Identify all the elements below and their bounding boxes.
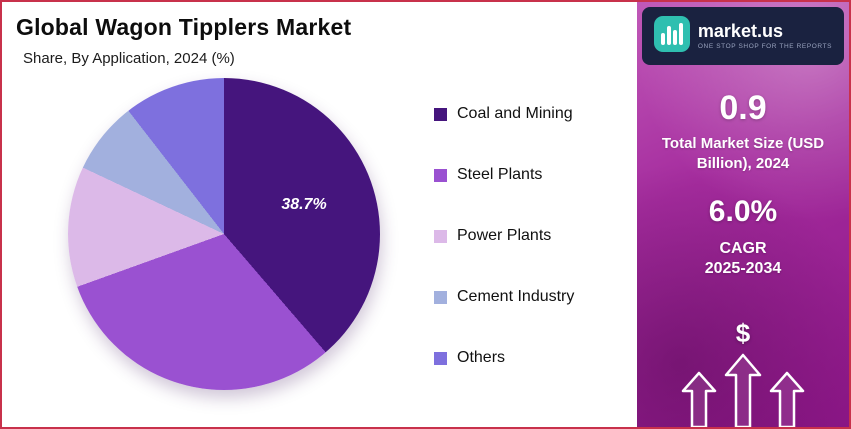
growth-graphic: $ (637, 318, 849, 427)
legend-item: Steel Plants (434, 165, 574, 185)
legend-swatch (434, 290, 447, 304)
legend-label: Coal and Mining (457, 105, 573, 122)
sidebar: market.us ONE STOP SHOP FOR THE REPORTS … (637, 2, 849, 427)
legend-label: Power Plants (457, 227, 552, 244)
cagr-label: CAGR (719, 240, 767, 257)
legend-item: Coal and Mining (434, 104, 574, 124)
dollar-icon: $ (735, 318, 751, 348)
marketus-logo-icon (653, 15, 690, 57)
pie-data-label: 38.7% (281, 196, 327, 213)
market-size-value: 0.9 (719, 89, 767, 127)
brand-logo: market.us ONE STOP SHOP FOR THE REPORTS (642, 7, 844, 65)
pie-chart (68, 78, 380, 390)
brand-name: market.us (697, 21, 783, 42)
chart-legend: Coal and Mining Steel Plants Power Plants C… (434, 104, 574, 368)
legend-item: Power Plants (434, 226, 574, 246)
cagr-stat: 6.0% CAGR 2025-2034 (705, 195, 782, 279)
legend-item: Others (434, 348, 574, 368)
chart-subtitle: Share, By Application, 2024 (%) (23, 50, 235, 67)
legend-swatch (434, 168, 447, 182)
legend-label: Others (457, 349, 506, 366)
up-arrows-icon (681, 353, 805, 427)
cagr-period: 2025-2034 (704, 260, 782, 277)
legend-item: Cement Industry (434, 287, 574, 307)
market-size-stat: 0.9 Total Market Size (USD Billion), 202… (653, 89, 833, 173)
legend-swatch (434, 107, 447, 121)
brand-text-block: market.us ONE STOP SHOP FOR THE REPORTS (698, 22, 832, 50)
brand-tagline: ONE STOP SHOP FOR THE REPORTS (697, 42, 833, 50)
legend-label: Cement Industry (457, 288, 575, 305)
legend-label: Steel Plants (457, 166, 543, 183)
page-title: Global Wagon Tipplers Market (16, 14, 352, 40)
chart-panel: Global Wagon Tipplers Market Share, By A… (2, 2, 637, 427)
legend-swatch (434, 229, 447, 243)
market-size-label: Total Market Size (USD Billion), 2024 (661, 135, 825, 172)
pie-chart-wrapper: 38.7% (68, 78, 380, 390)
cagr-value: 6.0% (708, 195, 778, 228)
legend-swatch (434, 351, 447, 365)
